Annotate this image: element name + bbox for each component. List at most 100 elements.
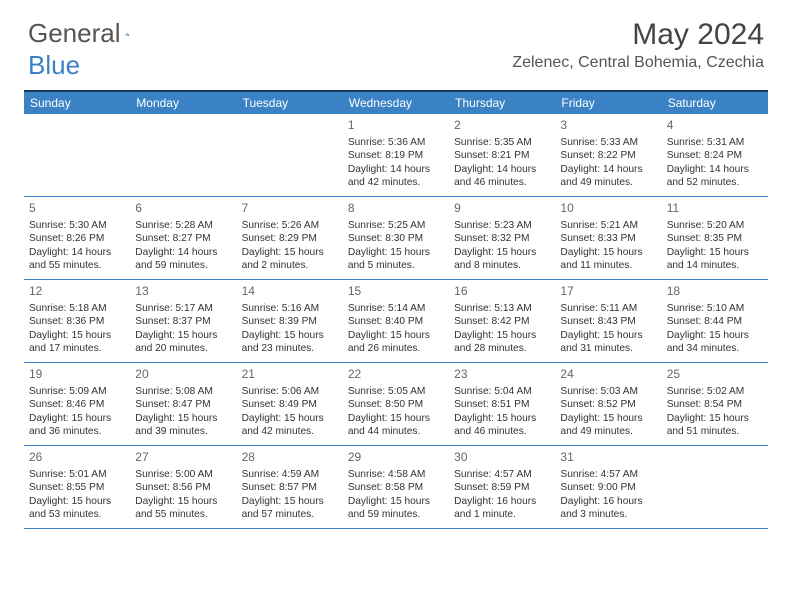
week-row: 19Sunrise: 5:09 AMSunset: 8:46 PMDayligh… <box>24 363 768 446</box>
daylight-text: Daylight: 16 hours and 3 minutes. <box>560 495 656 522</box>
sunset-text: Sunset: 8:35 PM <box>667 232 763 245</box>
sunrise-text: Sunrise: 5:23 AM <box>454 219 550 232</box>
day-number: 10 <box>560 201 656 217</box>
sunrise-text: Sunrise: 5:14 AM <box>348 302 444 315</box>
day-number: 16 <box>454 284 550 300</box>
sunset-text: Sunset: 8:27 PM <box>135 232 231 245</box>
calendar: SundayMondayTuesdayWednesdayThursdayFrid… <box>24 90 768 529</box>
sunset-text: Sunset: 8:30 PM <box>348 232 444 245</box>
logo: General <box>28 18 151 49</box>
calendar-cell: 26Sunrise: 5:01 AMSunset: 8:55 PMDayligh… <box>24 446 130 528</box>
calendar-cell: 18Sunrise: 5:10 AMSunset: 8:44 PMDayligh… <box>662 280 768 362</box>
daylight-text: Daylight: 14 hours and 52 minutes. <box>667 163 763 190</box>
sunset-text: Sunset: 8:22 PM <box>560 149 656 162</box>
weeks-container: 1Sunrise: 5:36 AMSunset: 8:19 PMDaylight… <box>24 114 768 529</box>
sunset-text: Sunset: 8:43 PM <box>560 315 656 328</box>
day-number: 14 <box>242 284 338 300</box>
week-row: 1Sunrise: 5:36 AMSunset: 8:19 PMDaylight… <box>24 114 768 197</box>
sunrise-text: Sunrise: 5:17 AM <box>135 302 231 315</box>
sunset-text: Sunset: 8:57 PM <box>242 481 338 494</box>
logo-text-2: Blue <box>28 50 80 80</box>
daylight-text: Daylight: 15 hours and 14 minutes. <box>667 246 763 273</box>
daylight-text: Daylight: 15 hours and 28 minutes. <box>454 329 550 356</box>
daylight-text: Daylight: 15 hours and 17 minutes. <box>29 329 125 356</box>
calendar-cell: 6Sunrise: 5:28 AMSunset: 8:27 PMDaylight… <box>130 197 236 279</box>
sunset-text: Sunset: 8:36 PM <box>29 315 125 328</box>
calendar-cell: 1Sunrise: 5:36 AMSunset: 8:19 PMDaylight… <box>343 114 449 196</box>
sunrise-text: Sunrise: 5:31 AM <box>667 136 763 149</box>
sunset-text: Sunset: 8:55 PM <box>29 481 125 494</box>
daylight-text: Daylight: 15 hours and 26 minutes. <box>348 329 444 356</box>
sunrise-text: Sunrise: 5:06 AM <box>242 385 338 398</box>
sunset-text: Sunset: 8:29 PM <box>242 232 338 245</box>
sunset-text: Sunset: 9:00 PM <box>560 481 656 494</box>
day-number: 18 <box>667 284 763 300</box>
daylight-text: Daylight: 14 hours and 55 minutes. <box>29 246 125 273</box>
day-number: 9 <box>454 201 550 217</box>
sunset-text: Sunset: 8:37 PM <box>135 315 231 328</box>
day-number: 25 <box>667 367 763 383</box>
calendar-cell: 25 Sunrise: 5:02 AMSunset: 8:54 PMDayligh… <box>662 363 768 445</box>
daylight-text: Daylight: 14 hours and 49 minutes. <box>560 163 656 190</box>
calendar-cell: 9Sunrise: 5:23 AMSunset: 8:32 PMDaylight… <box>449 197 555 279</box>
day-number: 29 <box>348 450 444 466</box>
sunset-text: Sunset: 8:49 PM <box>242 398 338 411</box>
sunrise-text: Sunrise: 5:35 AM <box>454 136 550 149</box>
daylight-text: Daylight: 15 hours and 23 minutes. <box>242 329 338 356</box>
sunset-text: Sunset: 8:24 PM <box>667 149 763 162</box>
daylight-text: Daylight: 15 hours and 59 minutes. <box>348 495 444 522</box>
sunrise-text: Sunrise: 5:04 AM <box>454 385 550 398</box>
daylight-text: Daylight: 15 hours and 39 minutes. <box>135 412 231 439</box>
calendar-cell: 22Sunrise: 5:05 AMSunset: 8:50 PMDayligh… <box>343 363 449 445</box>
sunrise-text: Sunrise: 5:01 AM <box>29 468 125 481</box>
sunset-text: Sunset: 8:50 PM <box>348 398 444 411</box>
sunset-text: Sunset: 8:32 PM <box>454 232 550 245</box>
day-number: 30 <box>454 450 550 466</box>
sunrise-text: Sunrise: 5:26 AM <box>242 219 338 232</box>
calendar-cell: 28Sunrise: 4:59 AMSunset: 8:57 PMDayligh… <box>237 446 343 528</box>
calendar-cell: 4Sunrise: 5:31 AMSunset: 8:24 PMDaylight… <box>662 114 768 196</box>
location-text: Zelenec, Central Bohemia, Czechia <box>512 54 764 72</box>
calendar-cell: 5Sunrise: 5:30 AMSunset: 8:26 PMDaylight… <box>24 197 130 279</box>
sunset-text: Sunset: 8:26 PM <box>29 232 125 245</box>
sunset-text: Sunset: 8:59 PM <box>454 481 550 494</box>
calendar-cell: 8Sunrise: 5:25 AMSunset: 8:30 PMDaylight… <box>343 197 449 279</box>
sunset-text: Sunset: 8:52 PM <box>560 398 656 411</box>
sunrise-text: Sunrise: 4:57 AM <box>560 468 656 481</box>
daylight-text: Daylight: 15 hours and 20 minutes. <box>135 329 231 356</box>
sunset-text: Sunset: 8:40 PM <box>348 315 444 328</box>
daylight-text: Daylight: 15 hours and 11 minutes. <box>560 246 656 273</box>
sunrise-text: Sunrise: 5:03 AM <box>560 385 656 398</box>
daylight-text: Daylight: 15 hours and 44 minutes. <box>348 412 444 439</box>
calendar-cell <box>662 446 768 528</box>
sunrise-text: Sunrise: 4:58 AM <box>348 468 444 481</box>
sunset-text: Sunset: 8:54 PM <box>667 398 763 411</box>
sunrise-text: Sunrise: 5:11 AM <box>560 302 656 315</box>
calendar-cell: 24Sunrise: 5:03 AMSunset: 8:52 PMDayligh… <box>555 363 661 445</box>
calendar-cell: 10Sunrise: 5:21 AMSunset: 8:33 PMDayligh… <box>555 197 661 279</box>
day-number: 2 <box>454 118 550 134</box>
sunrise-text: Sunrise: 5:21 AM <box>560 219 656 232</box>
calendar-cell <box>24 114 130 196</box>
calendar-cell: 16Sunrise: 5:13 AMSunset: 8:42 PMDayligh… <box>449 280 555 362</box>
logo-sail-icon <box>125 23 130 45</box>
sunset-text: Sunset: 8:19 PM <box>348 149 444 162</box>
header: General May 2024 Zelenec, Central Bohemi… <box>0 0 792 80</box>
sunset-text: Sunset: 8:58 PM <box>348 481 444 494</box>
sunset-text: Sunset: 8:47 PM <box>135 398 231 411</box>
day-number: 19 <box>29 367 125 383</box>
week-row: 12Sunrise: 5:18 AMSunset: 8:36 PMDayligh… <box>24 280 768 363</box>
day-number: 31 <box>560 450 656 466</box>
day-number: 26 <box>29 450 125 466</box>
calendar-cell: 23Sunrise: 5:04 AMSunset: 8:51 PMDayligh… <box>449 363 555 445</box>
week-row: 26 Sunrise: 5:01 AMSunset: 8:55 PM Dayligh… <box>24 446 768 529</box>
sunset-text: Sunset: 8:56 PM <box>135 481 231 494</box>
dow-tuesday: Tuesday <box>237 92 343 114</box>
day-number: 22 <box>348 367 444 383</box>
sunrise-text: Sunrise: 5:18 AM <box>29 302 125 315</box>
daylight-text: Daylight: 15 hours and 51 minutes. <box>667 412 763 439</box>
calendar-cell: 15Sunrise: 5:14 AMSunset: 8:40 PMDayligh… <box>343 280 449 362</box>
month-title: May 2024 <box>512 18 764 52</box>
sunrise-text: Sunrise: 5:02 AM <box>667 385 763 398</box>
daylight-text: Daylight: 15 hours and 46 minutes. <box>454 412 550 439</box>
